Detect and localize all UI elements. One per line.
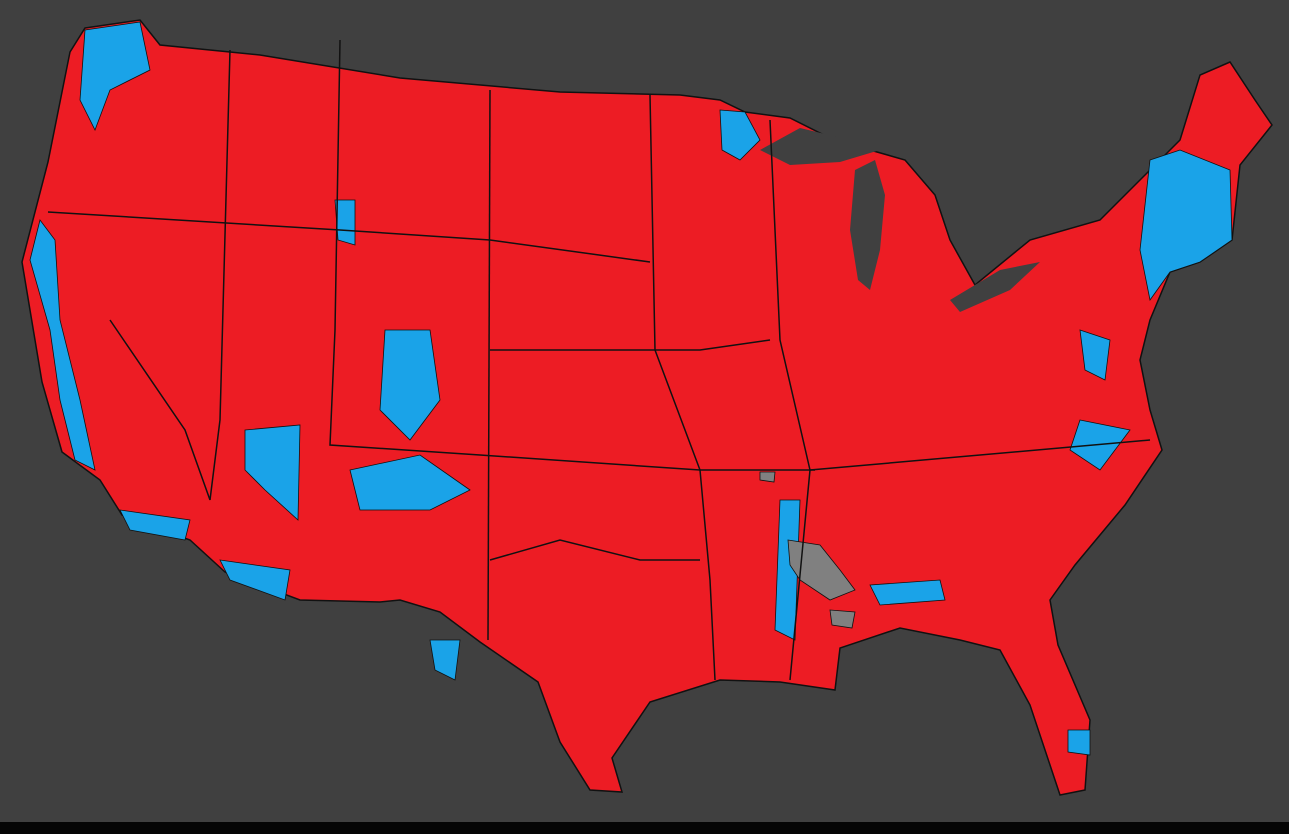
lakes xyxy=(760,128,1040,312)
lake xyxy=(850,160,885,290)
border xyxy=(47,211,651,263)
border xyxy=(329,39,815,471)
border xyxy=(489,539,700,561)
border xyxy=(487,89,491,641)
border xyxy=(649,94,716,681)
border xyxy=(490,339,771,351)
region xyxy=(79,21,151,131)
alt-regions xyxy=(29,21,1233,756)
region xyxy=(119,509,191,541)
footer-bar xyxy=(0,822,1289,834)
region xyxy=(349,454,471,511)
region xyxy=(29,219,96,471)
region xyxy=(759,471,776,483)
region xyxy=(1079,329,1111,381)
region xyxy=(829,609,856,629)
region xyxy=(244,424,301,521)
region xyxy=(1067,729,1091,756)
border xyxy=(809,439,1151,471)
region xyxy=(219,559,291,601)
region xyxy=(429,639,461,681)
other-regions xyxy=(759,471,856,629)
region xyxy=(774,499,801,641)
border xyxy=(109,319,211,501)
border xyxy=(209,49,231,501)
region xyxy=(869,579,946,606)
lake xyxy=(950,262,1040,312)
region xyxy=(719,109,761,161)
region xyxy=(379,329,441,441)
lake xyxy=(760,128,880,165)
region xyxy=(334,199,356,246)
state-borders xyxy=(47,39,1151,681)
region xyxy=(787,539,856,601)
region xyxy=(1139,149,1233,301)
land xyxy=(21,19,1273,796)
border xyxy=(769,119,811,681)
